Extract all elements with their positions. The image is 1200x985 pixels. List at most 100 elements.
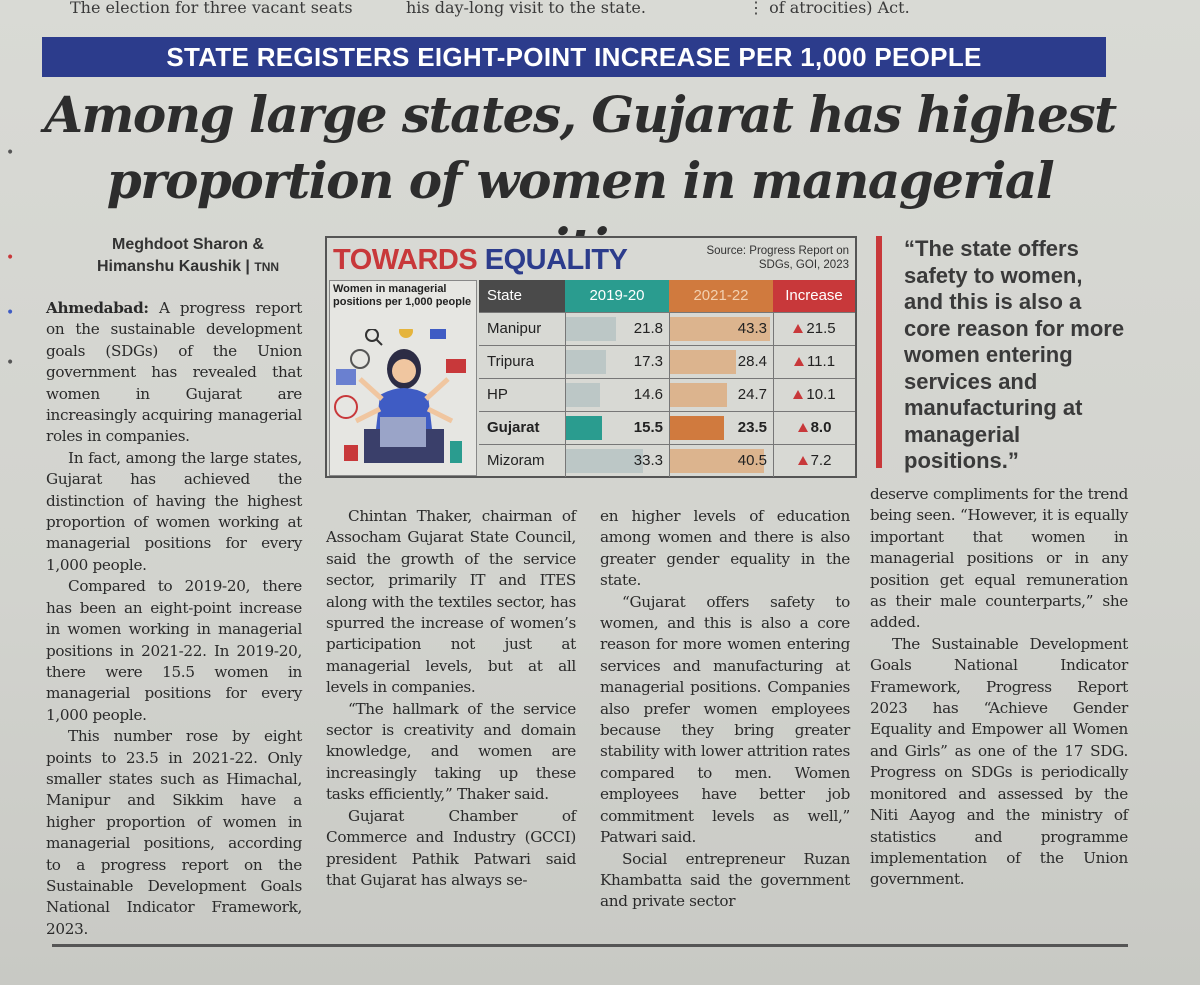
clock-icon: [334, 395, 358, 419]
dateline: Ahmedabad:: [46, 299, 149, 317]
plant-icon: [450, 441, 462, 463]
cell-increase: 21.5: [773, 313, 855, 345]
bar-2019-20: [566, 416, 602, 440]
up-triangle-icon: [797, 423, 808, 432]
value-2019-20: 33.3: [633, 452, 663, 469]
cell-increase: 10.1: [773, 379, 855, 411]
table-row: Tripura 17.3 28.4 11.1: [479, 345, 855, 378]
table-row: HP 14.6 24.7 10.1: [479, 378, 855, 411]
previous-article-strip: The election for three vacant seats his …: [0, 0, 1200, 22]
strip-text-left: The election for three vacant seats: [70, 0, 353, 17]
bar-2021-22: [670, 317, 771, 341]
bar-2021-22: [670, 449, 764, 473]
row-state: Mizoram: [487, 452, 545, 469]
headline: Among large states, Gujarat has highest …: [40, 82, 1120, 280]
laptop-icon: [380, 417, 426, 447]
bar-2021-22: [670, 383, 728, 407]
cell-2021-22: 23.5: [669, 412, 773, 444]
byline-agency: TNN: [254, 260, 280, 274]
cell-2019-20: 14.6: [565, 379, 669, 411]
bar-2019-20: [566, 383, 600, 407]
value-2021-22: 40.5: [737, 452, 767, 469]
infographic-title: TOWARDS EQUALITY: [333, 244, 628, 276]
header-increase: Increase: [773, 280, 855, 312]
strip-text-middle: his day-long visit to the state.: [406, 0, 646, 17]
pull-quote: “The state offers safety to women, and t…: [876, 236, 1126, 473]
paragraph: Social entrepreneur Ruzan Khambatta said…: [600, 849, 850, 911]
bar-2019-20: [566, 317, 617, 341]
bar-2021-22: [670, 416, 725, 440]
bar-2019-20: [566, 449, 643, 473]
paragraph: This number rose by eight points to 23.5…: [46, 727, 302, 938]
bar-2019-20: [566, 350, 606, 374]
cell-2019-20: 21.8: [565, 313, 669, 345]
row-state: Gujarat: [487, 419, 540, 436]
row-state: HP: [487, 386, 508, 403]
mug-icon: [344, 445, 358, 461]
paragraph: en higher levels of education among wome…: [600, 507, 850, 590]
up-triangle-icon: [793, 357, 804, 366]
woman-face: [392, 359, 416, 383]
paragraph: Compared to 2019-20, there has been an e…: [46, 577, 302, 724]
cell-increase: 8.0: [773, 412, 855, 444]
byline-author-2: Himanshu Kaushik: [96, 258, 241, 275]
cap-icon: [430, 329, 446, 339]
up-triangle-icon: [793, 324, 804, 333]
value-2019-20: 15.5: [633, 419, 663, 436]
cell-increase: 11.1: [773, 346, 855, 378]
value-2019-20: 17.3: [633, 353, 663, 370]
up-triangle-icon: [797, 456, 808, 465]
table-row: Manipur 21.8 43.3 21.5: [479, 312, 855, 345]
row-state: Manipur: [487, 320, 542, 337]
paragraph: Gujarat Chamber of Commerce and Industry…: [326, 806, 576, 889]
up-triangle-icon: [793, 390, 804, 399]
margin-dot: •: [6, 305, 15, 321]
cell-2019-20: 15.5: [565, 412, 669, 444]
body-column-2: Chintan Thaker, chairman of Assocham Guj…: [326, 506, 576, 891]
value-2021-22: 43.3: [737, 320, 767, 337]
cell-increase: 7.2: [773, 445, 855, 477]
value-2021-22: 23.5: [737, 419, 767, 436]
paragraph: deserve compliments for the trend being …: [870, 485, 1128, 632]
paragraph: “Gujarat offers safety to women, and thi…: [600, 592, 850, 847]
lightbulb-icon: [399, 329, 413, 338]
margin-dot: •: [6, 250, 15, 266]
cell-2021-22: 24.7: [669, 379, 773, 411]
paragraph: In fact, among the large states, Gujarat…: [46, 448, 302, 574]
multitasking-woman-illustration: [334, 329, 466, 463]
body-column-1: Ahmedabad: A progress report on the sust…: [46, 298, 302, 940]
cell-2021-22: 28.4: [669, 346, 773, 378]
infographic-source: Source: Progress Report on SDGs, GOI, 20…: [706, 245, 849, 271]
paragraph: Ahmedabad: A progress report on the sust…: [46, 299, 302, 446]
body-column-4: deserve compliments for the trend being …: [870, 484, 1128, 891]
paragraph: “The hallmark of the service sector is c…: [326, 699, 576, 804]
byline: Meghdoot Sharon & Himanshu Kaushik | TNN: [78, 234, 298, 278]
headline-line-1: Among large states, Gujarat has highest: [44, 85, 1117, 144]
table-header: State 2019-20 2021-22 Increase: [479, 280, 855, 312]
header-2019-20: 2019-20: [565, 280, 669, 312]
chat-icon: [446, 359, 466, 373]
magnifier-icon: [365, 329, 379, 342]
byline-author-1: Meghdoot Sharon &: [112, 236, 264, 253]
cell-2021-22: 43.3: [669, 313, 773, 345]
cell-2019-20: 33.3: [565, 445, 669, 477]
value-2019-20: 14.6: [633, 386, 663, 403]
row-state: Tripura: [487, 353, 534, 370]
header-state: State: [479, 280, 565, 312]
gear-icon: [350, 349, 370, 369]
strip-text-right: ⋮ of atrocities) Act.: [748, 0, 910, 17]
infographic-subtitle: Women in managerial positions per 1,000 …: [333, 283, 472, 308]
value-2021-22: 24.7: [737, 386, 767, 403]
cell-2019-20: 17.3: [565, 346, 669, 378]
table-row: Gujarat 15.5 23.5 8.0: [479, 411, 855, 444]
value-2019-20: 21.8: [633, 320, 663, 337]
bottom-rule: [52, 944, 1128, 947]
margin-dot: •: [6, 355, 15, 371]
bar-2021-22: [670, 350, 736, 374]
towards-equality-infographic: TOWARDS EQUALITY Source: Progress Report…: [325, 236, 857, 478]
body-column-3: en higher levels of education among wome…: [600, 506, 850, 913]
header-2021-22: 2021-22: [669, 280, 773, 312]
table-row: Mizoram 33.3 40.5 7.2: [479, 444, 855, 477]
kicker-banner: STATE REGISTERS EIGHT-POINT INCREASE PER…: [42, 37, 1106, 77]
